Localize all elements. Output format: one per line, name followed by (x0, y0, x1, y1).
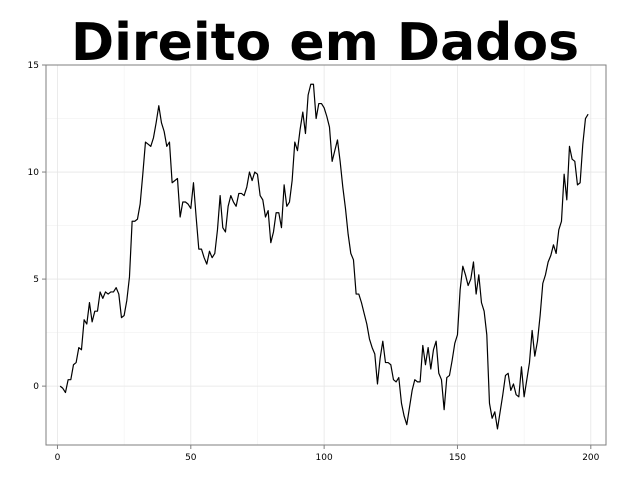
x-tick-label: 50 (185, 453, 197, 463)
plot-panel-border (45, 64, 607, 446)
x-axis-tick-labels: 0 50 100 150 200 (55, 453, 600, 463)
y-tick-label: 0 (33, 382, 39, 392)
series-line (59, 83, 589, 430)
y-tick-label: 5 (33, 275, 39, 285)
y-axis-tick-labels: 0 5 10 15 (28, 61, 40, 392)
x-tick-label: 200 (582, 453, 599, 463)
y-tick-label: 10 (28, 168, 40, 178)
x-tick-label: 150 (449, 453, 466, 463)
chart-title: Direito em Dados (70, 13, 580, 73)
y-tick-label: 15 (28, 61, 39, 71)
x-tick-label: 100 (316, 453, 333, 463)
x-tick-label: 0 (55, 453, 61, 463)
axis-ticks (42, 64, 592, 449)
